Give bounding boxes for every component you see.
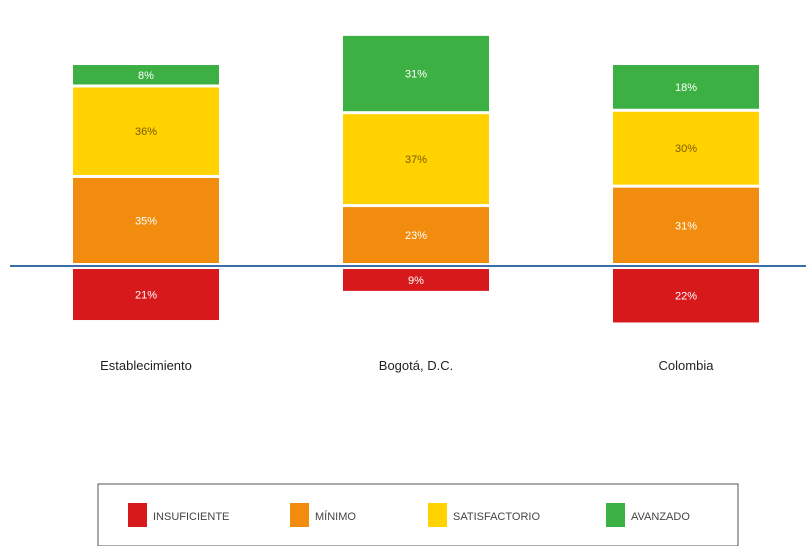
bar-group-colombia: 22% 31% 30% 18% [613,65,759,323]
bar-label-colombia-insuficiente: 22% [675,291,697,303]
legend: INSUFICIENTE MÍNIMO SATISFACTORIO AVANZADO [97,483,739,546]
category-label: Bogotá, D.C. [379,358,453,373]
legend-label-avanzado: AVANZADO [631,511,690,523]
bar-bogota-d-c-insuficiente [343,269,489,291]
bar-bogota-d-c-avanzado [343,35,489,112]
bar-label-colombia-avanzado: 18% [675,82,697,94]
legend-swatch-minimo [290,503,309,527]
bar-establecimiento-insuficiente [73,269,219,321]
bar-establecimiento-minimo [73,177,219,263]
legend-label-satisfactorio: SATISFACTORIO [453,511,540,523]
bar-label-bogota-d-c-minimo: 23% [405,230,427,242]
bar-label-colombia-minimo: 31% [675,220,697,232]
bar-establecimiento-satisfactorio [73,87,219,175]
bar-label-establecimiento-satisfactorio: 36% [135,126,157,138]
bar-group-bogota-d-c: 9% 23% 37% 31% [343,35,489,291]
bar-bogota-d-c-minimo [343,207,489,263]
legend-label-minimo: MÍNIMO [315,510,356,523]
legend-frame [97,483,739,546]
bar-establecimiento-avanzado [73,65,219,85]
legend-swatch-insuficiente [128,503,147,527]
bar-label-establecimiento-avanzado: 8% [138,70,154,82]
bar-colombia-minimo [613,187,759,263]
bar-label-colombia-satisfactorio: 30% [675,143,697,155]
category-label: Colombia [659,358,715,373]
bar-colombia-insuficiente [613,269,759,323]
bar-colombia-avanzado [613,65,759,109]
bar-label-bogota-d-c-satisfactorio: 37% [405,154,427,166]
bar-label-bogota-d-c-avanzado: 31% [405,69,427,81]
category-label: Establecimiento [100,358,192,373]
legend-label-insuficiente: INSUFICIENTE [153,511,229,523]
bar-group-establecimiento: 21% 35% 36% 8% [73,65,219,321]
bar-label-bogota-d-c-insuficiente: 9% [408,275,424,287]
bar-colombia-satisfactorio [613,111,759,185]
bar-bogota-d-c-satisfactorio [343,114,489,205]
bar-label-establecimiento-insuficiente: 21% [135,290,157,302]
legend-swatch-avanzado [606,503,625,527]
bar-label-establecimiento-minimo: 35% [135,215,157,227]
legend-swatch-satisfactorio [428,503,447,527]
